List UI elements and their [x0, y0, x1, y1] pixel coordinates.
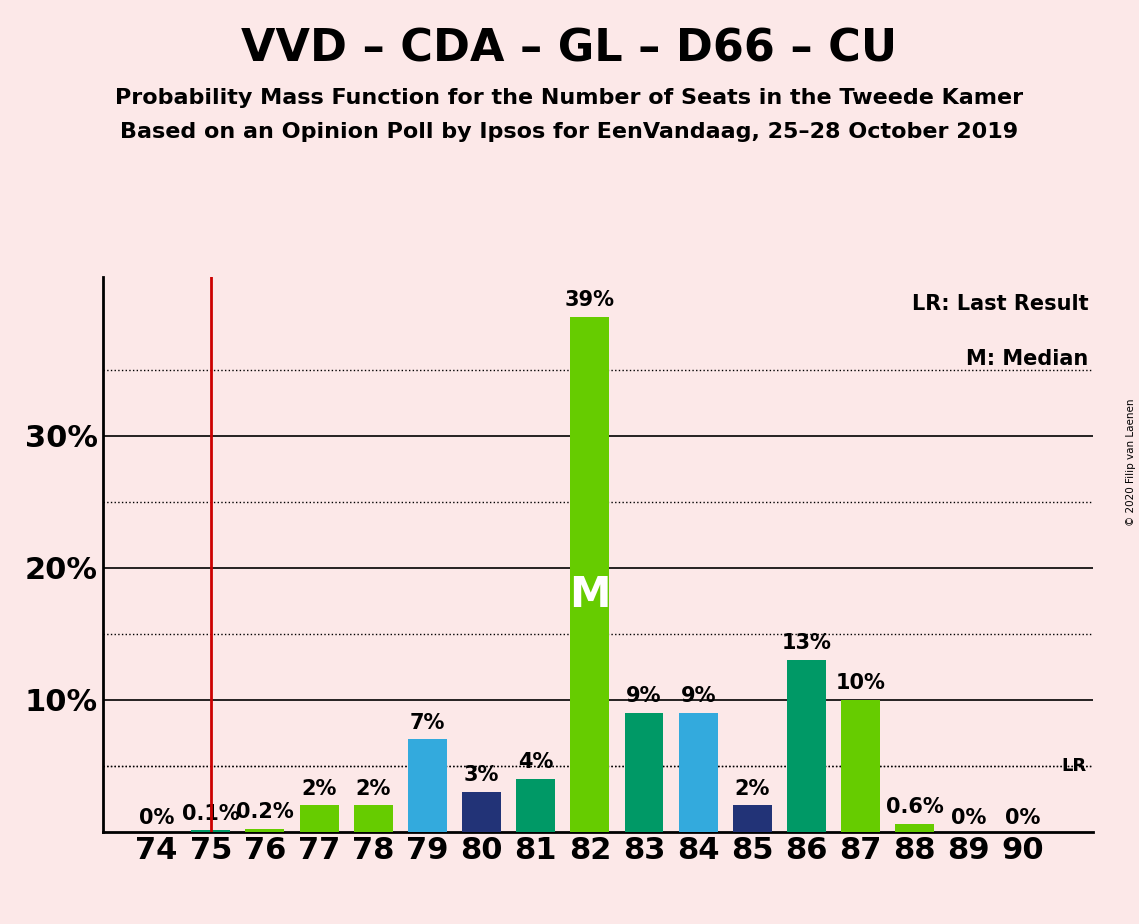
- Bar: [895, 823, 934, 832]
- Bar: [246, 829, 285, 832]
- Text: Based on an Opinion Poll by Ipsos for EenVandaag, 25–28 October 2019: Based on an Opinion Poll by Ipsos for Ee…: [121, 122, 1018, 142]
- Text: 13%: 13%: [781, 633, 831, 653]
- Bar: [732, 805, 772, 832]
- Text: 0.6%: 0.6%: [886, 797, 943, 817]
- Text: 0.1%: 0.1%: [182, 804, 239, 823]
- Bar: [841, 699, 880, 832]
- Bar: [354, 805, 393, 832]
- Bar: [571, 317, 609, 832]
- Text: 0%: 0%: [139, 808, 174, 828]
- Text: M: M: [570, 574, 611, 615]
- Text: Probability Mass Function for the Number of Seats in the Tweede Kamer: Probability Mass Function for the Number…: [115, 88, 1024, 108]
- Text: 9%: 9%: [680, 687, 716, 706]
- Text: 9%: 9%: [626, 687, 662, 706]
- Bar: [787, 660, 826, 832]
- Text: 2%: 2%: [302, 779, 337, 798]
- Text: VVD – CDA – GL – D66 – CU: VVD – CDA – GL – D66 – CU: [241, 28, 898, 71]
- Text: M: Median: M: Median: [966, 349, 1089, 370]
- Bar: [462, 792, 501, 832]
- Text: 0%: 0%: [951, 808, 986, 828]
- Bar: [679, 712, 718, 832]
- Bar: [624, 712, 664, 832]
- Text: 0%: 0%: [1006, 808, 1041, 828]
- Bar: [191, 831, 230, 832]
- Text: LR: Last Result: LR: Last Result: [912, 294, 1089, 314]
- Text: 3%: 3%: [464, 765, 499, 785]
- Text: 4%: 4%: [518, 752, 554, 772]
- Bar: [300, 805, 338, 832]
- Bar: [408, 739, 446, 832]
- Text: 39%: 39%: [565, 290, 615, 310]
- Text: LR: LR: [1060, 757, 1087, 774]
- Text: 2%: 2%: [355, 779, 391, 798]
- Text: 0.2%: 0.2%: [236, 802, 294, 822]
- Text: 2%: 2%: [735, 779, 770, 798]
- Text: 10%: 10%: [836, 673, 885, 693]
- Text: 7%: 7%: [410, 712, 445, 733]
- Text: © 2020 Filip van Laenen: © 2020 Filip van Laenen: [1126, 398, 1136, 526]
- Bar: [516, 779, 555, 832]
